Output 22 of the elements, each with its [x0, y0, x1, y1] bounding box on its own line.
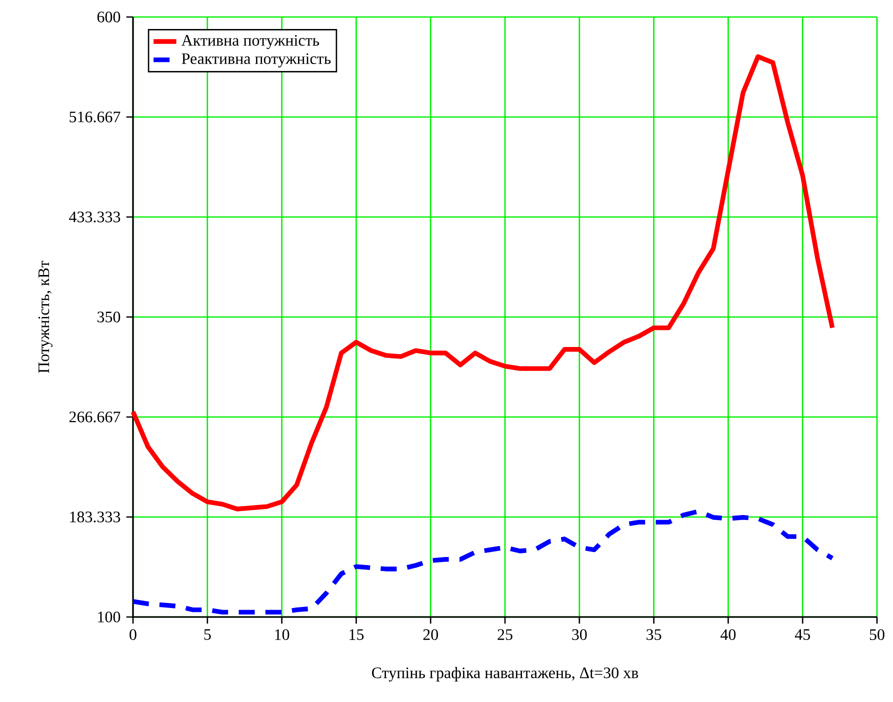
x-tick-label: 40 [720, 629, 736, 640]
x-tick-label: 0 [130, 629, 136, 640]
x-tick-label: 35 [646, 629, 662, 640]
x-axis-title: Ступінь графіка навантажень, Δt=30 хв [372, 666, 638, 682]
legend-label: Реактивна потужність [182, 53, 331, 68]
y-tick-label: 600 [97, 12, 120, 22]
y-tick-label: 433.333 [69, 212, 120, 222]
y-tick-label: 100 [98, 612, 120, 622]
x-tick-label: 20 [423, 629, 438, 640]
y-tick-label: 183.333 [70, 512, 120, 522]
x-tick-label: 45 [794, 629, 810, 640]
y-axis-title: Потужність, кВт [38, 260, 52, 373]
legend-label: Активна потужність [181, 34, 320, 50]
y-tick-label: 266.667 [69, 412, 120, 422]
x-tick-label: 15 [350, 629, 364, 640]
x-tick-label: 25 [498, 629, 512, 640]
y-tick-label: 350 [98, 312, 120, 322]
y-tick-label: 516.667 [70, 112, 120, 122]
x-tick-label: 10 [275, 629, 290, 640]
x-tick-label: 50 [870, 629, 884, 640]
x-tick-label: 5 [204, 629, 211, 640]
x-tick-label: 30 [572, 629, 587, 640]
